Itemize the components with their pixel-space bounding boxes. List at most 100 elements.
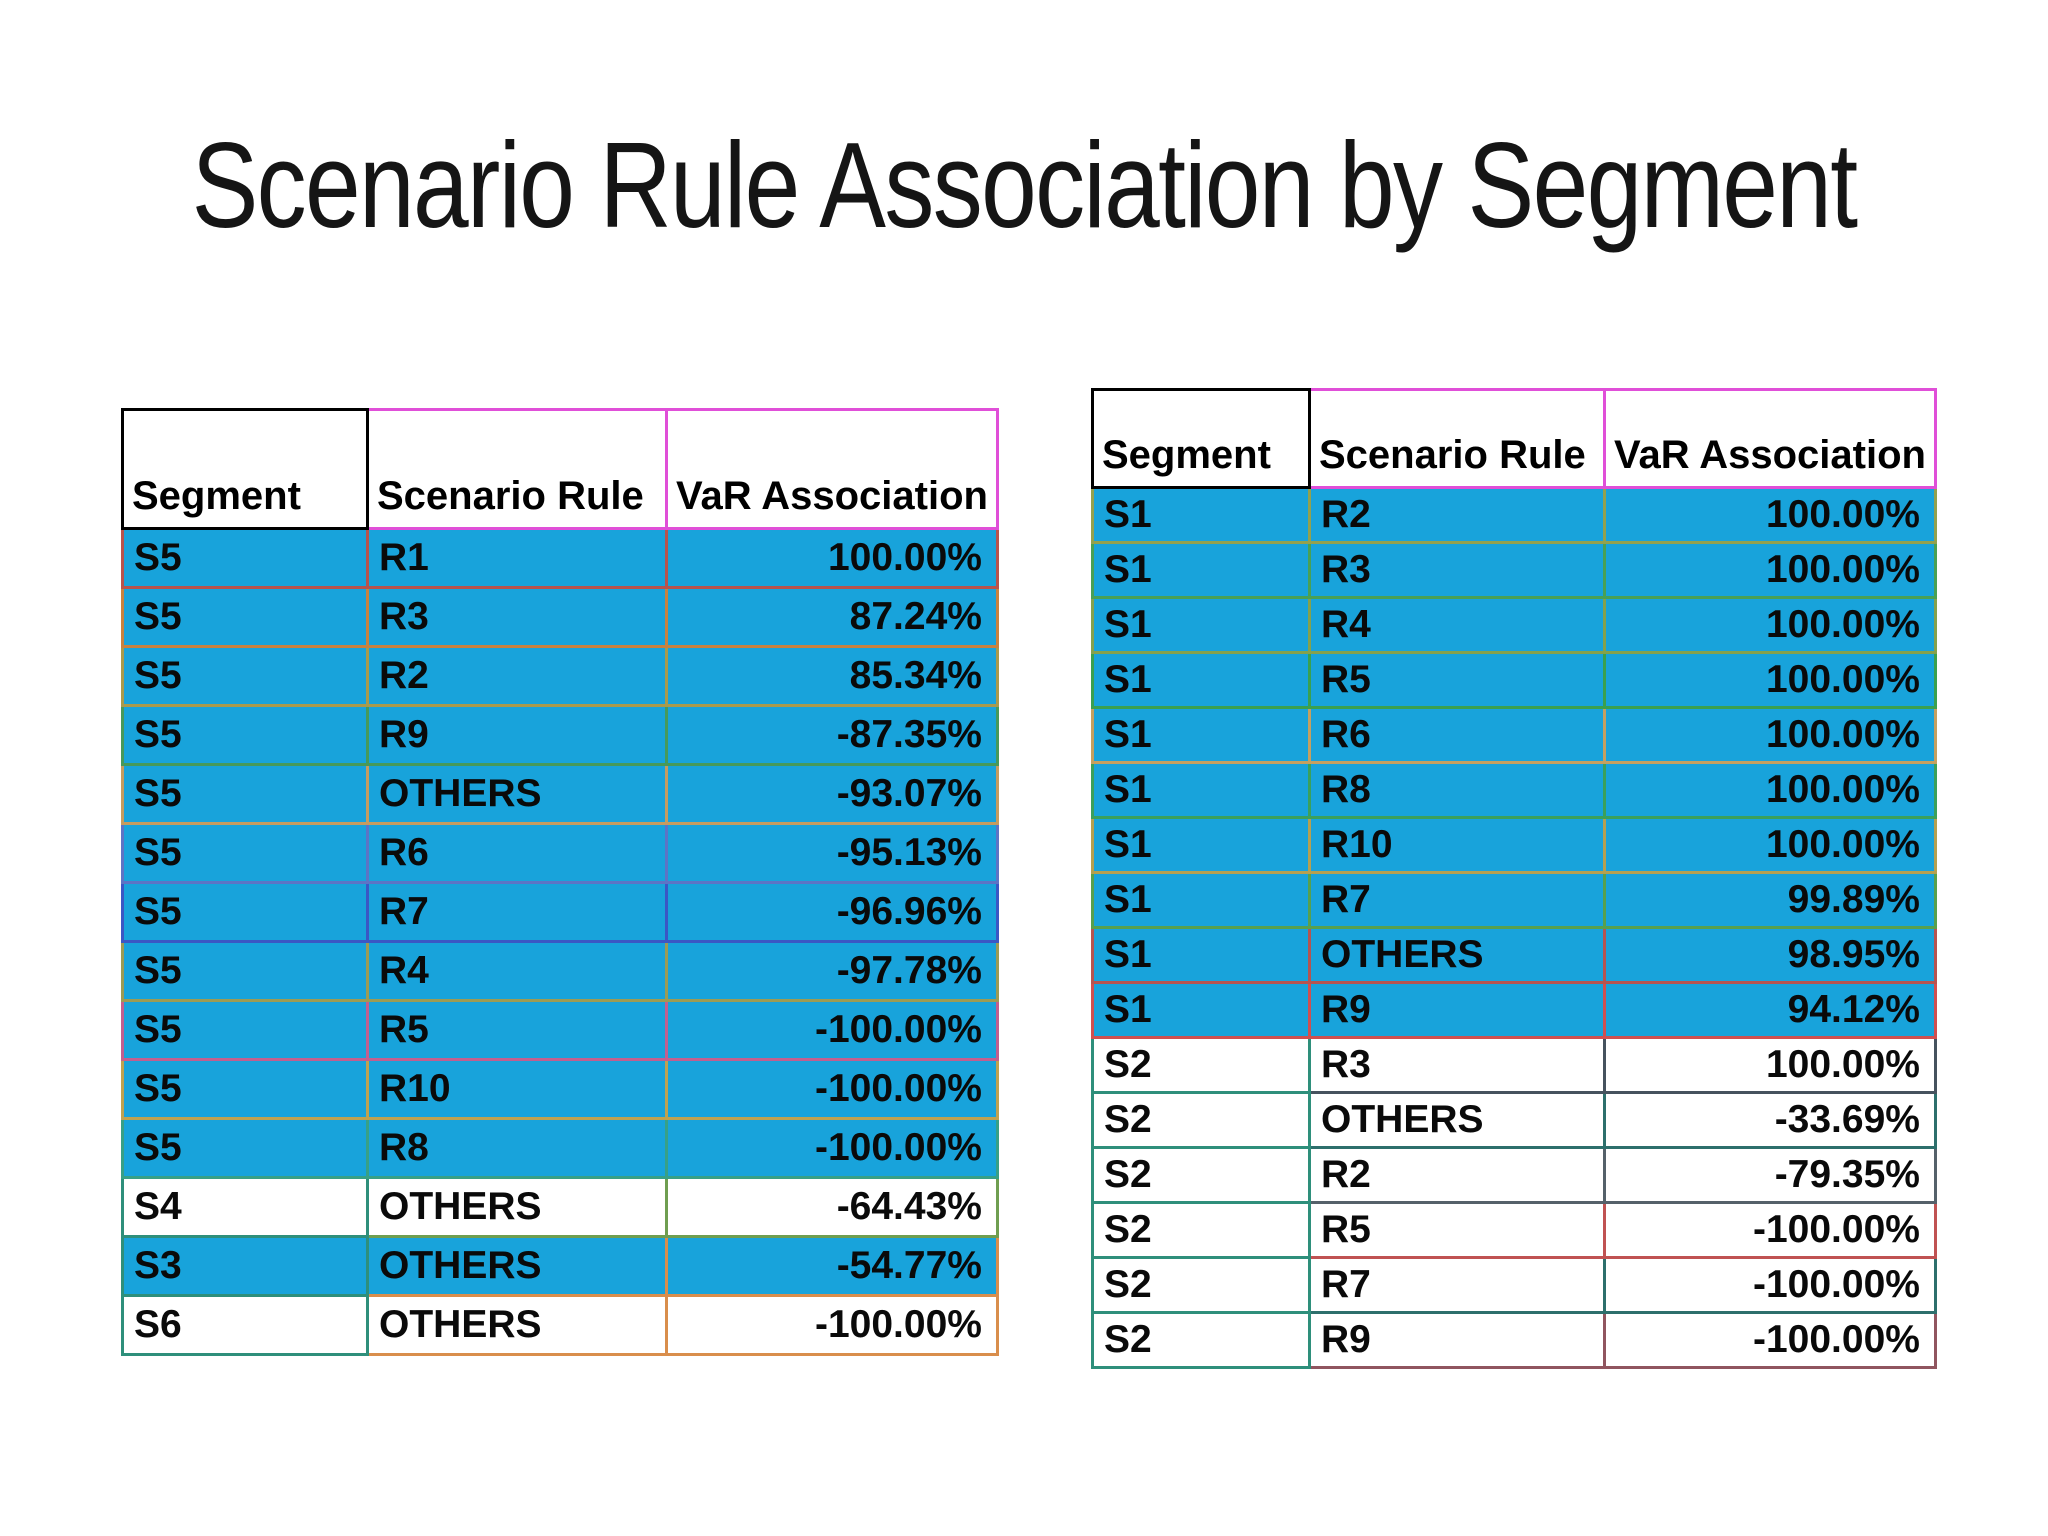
table-row: S1 OTHERS 98.95%: [1091, 926, 1937, 984]
var-cell: 100.00%: [1603, 816, 1937, 874]
table-row: S5 OTHERS -93.07%: [121, 763, 999, 825]
var-cell: -54.77%: [665, 1235, 999, 1297]
var-cell: -33.69%: [1603, 1091, 1937, 1149]
rule-cell: R8: [1308, 761, 1606, 819]
segment-cell: S5: [121, 881, 369, 943]
rule-cell: R10: [1308, 816, 1606, 874]
rule-cell: R2: [1308, 486, 1606, 544]
rule-cell: R7: [1308, 1256, 1606, 1314]
scenario-rule-table-left: Segment Scenario Rule VaR Association S5 R1 1…: [121, 408, 999, 1356]
table-row: S2 R3 100.00%: [1091, 1036, 1937, 1094]
rule-cell: R5: [1308, 651, 1606, 709]
rule-cell: R9: [366, 704, 668, 766]
column-header-segment: Segment: [121, 408, 369, 530]
var-cell: -100.00%: [665, 1294, 999, 1356]
segment-cell: S1: [1091, 761, 1311, 819]
header-row: Segment Scenario Rule VaR Association: [1091, 388, 1937, 489]
var-cell: -100.00%: [665, 1058, 999, 1120]
segment-cell: S5: [121, 763, 369, 825]
var-cell: 100.00%: [1603, 596, 1937, 654]
rule-cell: R9: [1308, 981, 1606, 1039]
segment-cell: S2: [1091, 1311, 1311, 1369]
rule-cell: R5: [366, 999, 668, 1061]
var-cell: -100.00%: [665, 999, 999, 1061]
segment-cell: S1: [1091, 651, 1311, 709]
rule-cell: OTHERS: [1308, 926, 1606, 984]
table-row: S5 R1 100.00%: [121, 527, 999, 589]
segment-cell: S3: [121, 1235, 369, 1297]
table-row: S1 R8 100.00%: [1091, 761, 1937, 819]
table-row: S5 R10 -100.00%: [121, 1058, 999, 1120]
rule-cell: R2: [366, 645, 668, 707]
var-cell: 98.95%: [1603, 926, 1937, 984]
left-table-container: Segment Scenario Rule VaR Association S5 R1 1…: [121, 408, 999, 1356]
header-row: Segment Scenario Rule VaR Association: [121, 408, 999, 530]
segment-cell: S5: [121, 527, 369, 589]
segment-cell: S5: [121, 704, 369, 766]
table-row: S1 R5 100.00%: [1091, 651, 1937, 709]
var-cell: 100.00%: [1603, 541, 1937, 599]
segment-cell: S5: [121, 940, 369, 1002]
segment-cell: S6: [121, 1294, 369, 1356]
var-cell: -100.00%: [1603, 1256, 1937, 1314]
table-row: S5 R7 -96.96%: [121, 881, 999, 943]
segment-cell: S1: [1091, 486, 1311, 544]
rule-cell: R7: [1308, 871, 1606, 929]
segment-cell: S5: [121, 645, 369, 707]
segment-cell: S1: [1091, 541, 1311, 599]
table-row: S6 OTHERS -100.00%: [121, 1294, 999, 1356]
rule-cell: R7: [366, 881, 668, 943]
scenario-rule-table-right: Segment Scenario Rule VaR Association S1 R2 1…: [1091, 388, 1937, 1369]
var-cell: 100.00%: [1603, 486, 1937, 544]
slide-title: Scenario Rule Association by Segment: [191, 117, 1858, 253]
var-cell: -96.96%: [665, 881, 999, 943]
rule-cell: R6: [366, 822, 668, 884]
column-header-scenario-rule: Scenario Rule: [1308, 388, 1606, 489]
table-row: S5 R5 -100.00%: [121, 999, 999, 1061]
rule-cell: R2: [1308, 1146, 1606, 1204]
table-row: S5 R2 85.34%: [121, 645, 999, 707]
table-row: S5 R4 -97.78%: [121, 940, 999, 1002]
rule-cell: R3: [366, 586, 668, 648]
segment-cell: S5: [121, 999, 369, 1061]
table-row: S1 R3 100.00%: [1091, 541, 1937, 599]
var-cell: -64.43%: [665, 1176, 999, 1238]
rule-cell: OTHERS: [1308, 1091, 1606, 1149]
table-row: S1 R7 99.89%: [1091, 871, 1937, 929]
var-cell: -79.35%: [1603, 1146, 1937, 1204]
segment-cell: S5: [121, 822, 369, 884]
var-cell: -100.00%: [665, 1117, 999, 1179]
table-row: S2 OTHERS -33.69%: [1091, 1091, 1937, 1149]
segment-cell: S5: [121, 1058, 369, 1120]
var-cell: 94.12%: [1603, 981, 1937, 1039]
var-cell: 100.00%: [665, 527, 999, 589]
right-table-container: Segment Scenario Rule VaR Association S1 R2 1…: [1091, 388, 1937, 1369]
table-row: S1 R9 94.12%: [1091, 981, 1937, 1039]
segment-cell: S1: [1091, 926, 1311, 984]
table-row: S1 R2 100.00%: [1091, 486, 1937, 544]
table-row: S1 R6 100.00%: [1091, 706, 1937, 764]
var-cell: -100.00%: [1603, 1311, 1937, 1369]
var-cell: -95.13%: [665, 822, 999, 884]
segment-cell: S1: [1091, 596, 1311, 654]
segment-cell: S2: [1091, 1091, 1311, 1149]
var-cell: 100.00%: [1603, 761, 1937, 819]
table-row: S2 R5 -100.00%: [1091, 1201, 1937, 1259]
rule-cell: R9: [1308, 1311, 1606, 1369]
var-cell: 85.34%: [665, 645, 999, 707]
table-row: S5 R6 -95.13%: [121, 822, 999, 884]
segment-cell: S2: [1091, 1146, 1311, 1204]
segment-cell: S2: [1091, 1036, 1311, 1094]
var-cell: -97.78%: [665, 940, 999, 1002]
column-header-segment: Segment: [1091, 388, 1311, 489]
rule-cell: OTHERS: [366, 1176, 668, 1238]
rule-cell: R1: [366, 527, 668, 589]
var-cell: -87.35%: [665, 704, 999, 766]
rule-cell: R6: [1308, 706, 1606, 764]
rule-cell: R4: [366, 940, 668, 1002]
rule-cell: OTHERS: [366, 1294, 668, 1356]
rule-cell: R3: [1308, 541, 1606, 599]
segment-cell: S1: [1091, 871, 1311, 929]
table-row: S5 R9 -87.35%: [121, 704, 999, 766]
